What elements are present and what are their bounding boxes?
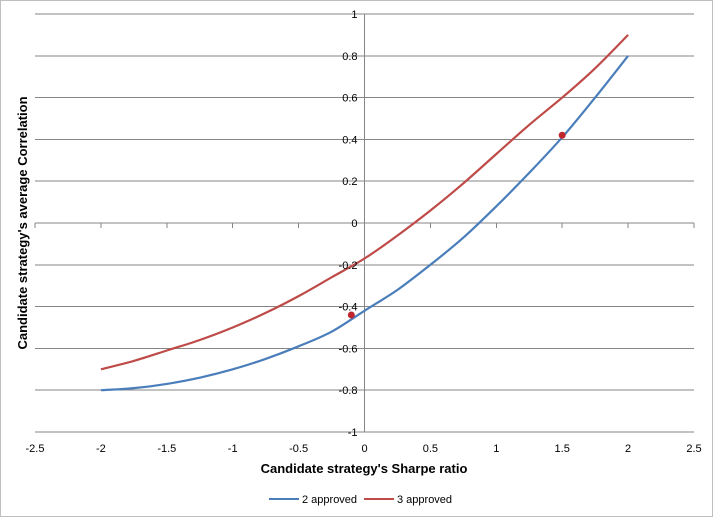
x-tick-label-6: 0.5 xyxy=(423,443,438,455)
x-tick-label-0: -2.5 xyxy=(26,443,45,455)
marker-layer xyxy=(347,131,566,319)
highlight-point-0 xyxy=(347,311,355,319)
y-tick-label-10: 1 xyxy=(351,9,357,21)
x-tick-label-2: -1.5 xyxy=(157,443,176,455)
label-layer: -2.5 -2 -1.5 -1 -0.5 0 0.5 1 1.5 2 2.5 -1 -0.8 -0.6 -0… xyxy=(26,9,702,455)
x-tick-label-10: 2.5 xyxy=(686,443,701,455)
y-tick-label-4: -0.2 xyxy=(339,260,358,272)
x-axis-title: Candidate strategy's Sharpe ratio xyxy=(261,461,468,476)
x-tick-label-3: -1 xyxy=(228,443,238,455)
y-tick-label-2: -0.6 xyxy=(339,343,358,355)
legend: 2 approved 3 approved xyxy=(269,494,452,506)
x-tick-label-1: -2 xyxy=(96,443,106,455)
y-axis-title: Candidate strategy's average Correlation xyxy=(15,96,30,349)
y-tick-label-5: 0 xyxy=(351,218,357,230)
y-tick-label-7: 0.4 xyxy=(342,134,357,146)
x-tick-label-8: 1.5 xyxy=(555,443,570,455)
legend-label-3-approved: 3 approved xyxy=(397,494,452,506)
y-tick-label-9: 0.8 xyxy=(342,51,357,63)
y-tick-label-8: 0.6 xyxy=(342,93,357,105)
x-tick-label-4: -0.5 xyxy=(289,443,308,455)
y-tick-label-1: -0.8 xyxy=(339,385,358,397)
series-line-2-approved xyxy=(100,55,629,392)
legend-label-2-approved: 2 approved xyxy=(302,494,357,506)
x-tick-label-5: 0 xyxy=(361,443,367,455)
y-tick-label-3: -0.4 xyxy=(339,302,358,314)
series-layer xyxy=(100,34,629,392)
series-line-3-approved xyxy=(100,34,629,371)
y-tick-label-0: -1 xyxy=(348,427,358,439)
axis-layer xyxy=(34,13,695,433)
x-tick-label-9: 2 xyxy=(625,443,631,455)
highlight-point-1 xyxy=(558,131,566,139)
x-tick-label-7: 1 xyxy=(493,443,499,455)
y-tick-label-6: 0.2 xyxy=(342,176,357,188)
